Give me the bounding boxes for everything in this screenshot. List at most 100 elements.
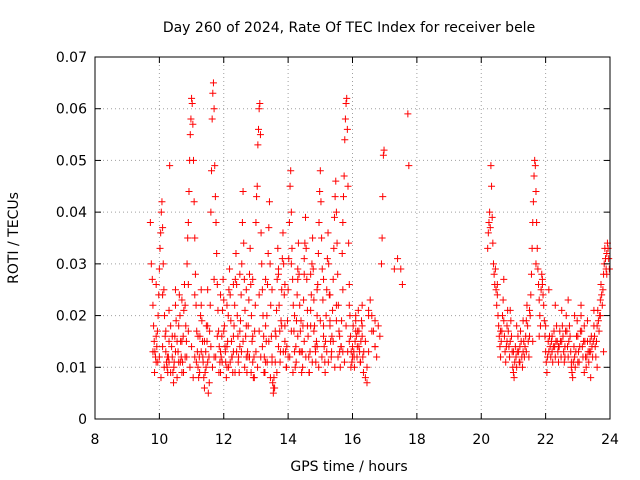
data-point xyxy=(231,275,239,283)
data-point xyxy=(405,162,413,170)
data-point xyxy=(565,337,573,345)
data-point xyxy=(157,374,165,382)
data-point xyxy=(496,343,504,351)
data-point xyxy=(160,286,168,294)
data-point xyxy=(318,353,326,361)
data-point xyxy=(278,286,286,294)
data-point xyxy=(540,301,548,309)
data-point xyxy=(266,374,274,382)
data-point xyxy=(377,260,385,268)
data-point xyxy=(352,327,360,335)
x-tick-label: 24 xyxy=(601,432,619,448)
data-point xyxy=(398,281,406,289)
data-point xyxy=(286,353,294,361)
data-point xyxy=(324,229,332,237)
data-point xyxy=(279,229,287,237)
data-point xyxy=(342,100,350,108)
data-point xyxy=(162,327,170,335)
data-point xyxy=(585,358,593,366)
data-point xyxy=(526,306,534,314)
data-point xyxy=(558,306,566,314)
data-point xyxy=(257,229,265,237)
data-point xyxy=(249,358,257,366)
data-point xyxy=(247,312,255,320)
data-point xyxy=(246,244,254,252)
data-point xyxy=(149,348,157,356)
data-point xyxy=(339,218,347,226)
data-point xyxy=(599,286,607,294)
data-point xyxy=(239,337,247,345)
y-tick-label: 0.04 xyxy=(56,205,87,221)
data-point xyxy=(341,136,349,144)
data-point xyxy=(597,281,605,289)
data-point xyxy=(529,198,537,206)
data-point xyxy=(571,312,579,320)
data-point xyxy=(285,218,293,226)
data-point xyxy=(175,322,183,330)
data-point xyxy=(229,281,237,289)
data-point xyxy=(331,363,339,371)
data-point xyxy=(334,353,342,361)
data-point xyxy=(371,317,379,325)
data-point xyxy=(151,368,159,376)
data-point xyxy=(500,275,508,283)
data-point xyxy=(221,348,229,356)
data-point xyxy=(184,327,192,335)
data-point xyxy=(596,296,604,304)
data-point xyxy=(270,384,278,392)
data-point xyxy=(320,343,328,351)
data-point xyxy=(378,234,386,242)
x-tick-label: 14 xyxy=(279,432,297,448)
data-point xyxy=(318,234,326,242)
data-point xyxy=(258,286,266,294)
data-point xyxy=(323,286,331,294)
data-point xyxy=(262,275,270,283)
data-point xyxy=(255,125,263,133)
data-point xyxy=(329,337,337,345)
data-point xyxy=(326,291,334,299)
data-point xyxy=(296,301,304,309)
data-point xyxy=(253,193,261,201)
data-point xyxy=(189,120,197,128)
data-point xyxy=(379,151,387,159)
data-point xyxy=(297,317,305,325)
data-point xyxy=(345,281,353,289)
data-point xyxy=(173,374,181,382)
data-point xyxy=(587,348,595,356)
data-point xyxy=(148,275,156,283)
data-point xyxy=(194,363,202,371)
data-point xyxy=(237,291,245,299)
data-point xyxy=(328,332,336,340)
data-point xyxy=(358,317,366,325)
data-point xyxy=(535,332,543,340)
data-point xyxy=(294,332,302,340)
data-point xyxy=(341,115,349,123)
data-point xyxy=(376,332,384,340)
data-point xyxy=(525,353,533,361)
data-point xyxy=(540,317,548,325)
data-point xyxy=(500,332,508,340)
data-point xyxy=(343,125,351,133)
data-point xyxy=(580,322,588,330)
data-point xyxy=(236,270,244,278)
data-point xyxy=(499,296,507,304)
data-point xyxy=(300,270,308,278)
data-point xyxy=(519,317,527,325)
data-point xyxy=(274,343,282,351)
data-point xyxy=(518,363,526,371)
data-point xyxy=(562,312,570,320)
data-point xyxy=(189,156,197,164)
data-point xyxy=(345,337,353,345)
data-point xyxy=(147,260,155,268)
data-point xyxy=(244,353,252,361)
data-point xyxy=(248,337,256,345)
data-point xyxy=(500,317,508,325)
y-tick-label: 0.01 xyxy=(56,360,87,376)
data-point xyxy=(493,291,501,299)
data-point xyxy=(564,296,572,304)
data-point xyxy=(155,353,163,361)
data-point xyxy=(249,332,257,340)
data-point xyxy=(291,312,299,320)
data-point xyxy=(596,312,604,320)
data-point xyxy=(539,291,547,299)
